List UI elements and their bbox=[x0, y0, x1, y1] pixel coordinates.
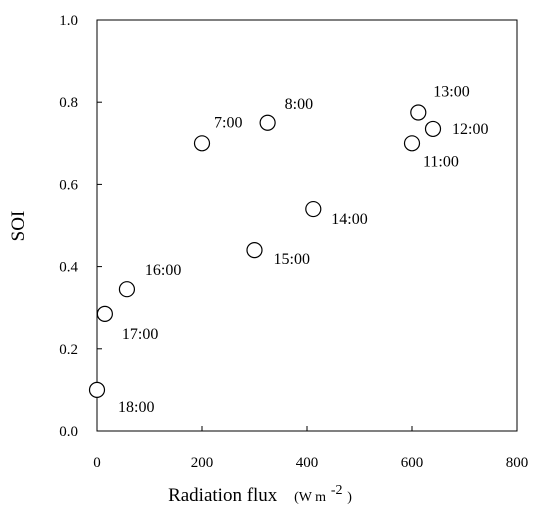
y-tick-label: 0.2 bbox=[59, 342, 78, 358]
data-point bbox=[403, 135, 421, 152]
x-tick-label: 600 bbox=[401, 455, 424, 471]
y-tick-label: 0.0 bbox=[59, 424, 78, 440]
x-tick-label: 0 bbox=[93, 455, 101, 471]
y-tick-label: 0.8 bbox=[59, 95, 78, 111]
x-tick-label: 800 bbox=[506, 455, 529, 471]
point-label: 15:00 bbox=[274, 251, 310, 268]
point-label: 17:00 bbox=[122, 326, 158, 343]
tick-labels: 0 200 400 600 800 0.0 0.2 0.4 0.6 0.8 1.0 bbox=[59, 13, 528, 471]
axis-ticks bbox=[96, 19, 518, 432]
data-point bbox=[305, 200, 322, 218]
point-label: 13:00 bbox=[433, 83, 469, 100]
point-label: 11:00 bbox=[423, 153, 459, 170]
x-axis-unit: (W m bbox=[294, 490, 326, 505]
point-label: 16:00 bbox=[145, 262, 181, 279]
x-axis-unit-close: ) bbox=[347, 490, 352, 505]
data-point bbox=[118, 281, 136, 298]
point-label: 18:00 bbox=[118, 399, 154, 416]
point-labels: 7:00 8:00 11:00 12:00 13:00 14:00 15:00 16:00 17… bbox=[118, 83, 488, 415]
point-label: 7:00 bbox=[214, 114, 242, 131]
data-point bbox=[410, 104, 427, 121]
data-point bbox=[88, 381, 106, 398]
data-points bbox=[88, 104, 442, 398]
x-tick-label: 200 bbox=[191, 455, 214, 471]
x-axis-title-main: Radiation flux bbox=[168, 485, 278, 506]
x-tick-label: 400 bbox=[296, 455, 319, 471]
data-point bbox=[424, 120, 442, 138]
y-tick-label: 0.4 bbox=[59, 260, 78, 276]
x-axis-title: Radiation flux (W m -2 ) bbox=[168, 478, 352, 506]
data-point bbox=[259, 114, 276, 131]
y-tick-label: 0.6 bbox=[59, 177, 78, 193]
point-label: 8:00 bbox=[285, 96, 313, 113]
y-tick-label: 1.0 bbox=[59, 13, 78, 29]
point-label: 12:00 bbox=[452, 121, 488, 138]
y-axis-title: SOI bbox=[8, 211, 29, 242]
plot-area-frame bbox=[96, 19, 518, 432]
data-point bbox=[246, 242, 263, 259]
x-axis-unit-exponent: -2 bbox=[331, 483, 343, 498]
data-point bbox=[193, 135, 211, 152]
data-point bbox=[96, 305, 113, 322]
point-label: 14:00 bbox=[331, 211, 367, 228]
